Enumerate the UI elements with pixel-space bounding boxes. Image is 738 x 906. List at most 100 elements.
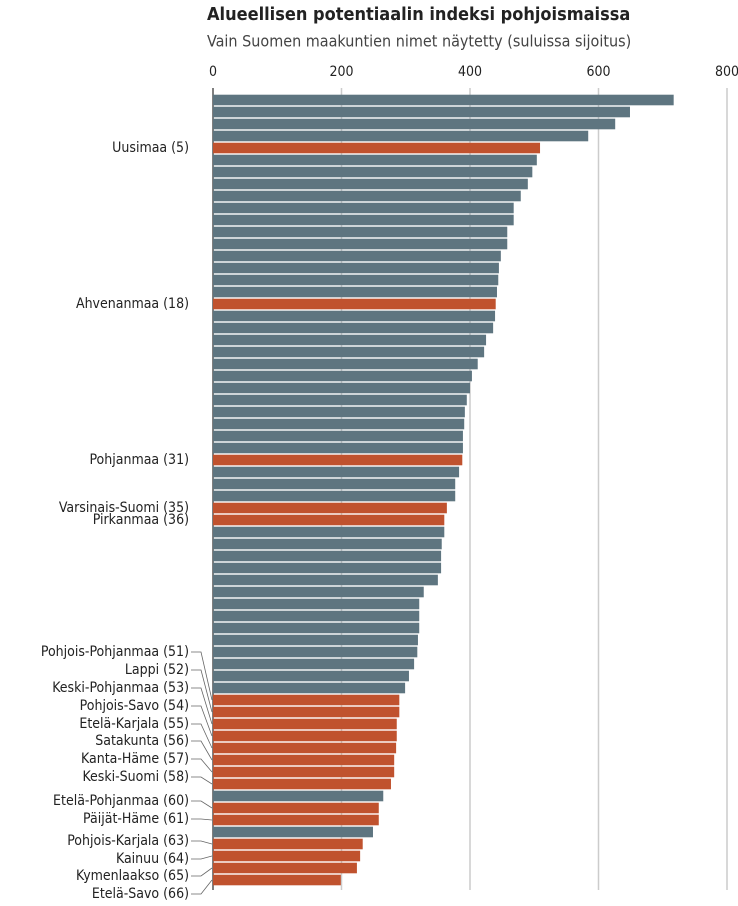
bar — [213, 598, 420, 610]
bar — [213, 658, 415, 670]
category-label: Ahvenanmaa (18) — [76, 296, 189, 312]
leader-line — [191, 776, 213, 785]
leader-line — [191, 740, 213, 761]
bar — [213, 538, 442, 550]
leader-line — [191, 705, 213, 737]
bar — [213, 790, 384, 802]
bar — [213, 250, 501, 262]
leader-line — [191, 723, 213, 749]
bar — [213, 502, 447, 514]
bar — [213, 826, 373, 838]
category-label: Kymenlaakso (65) — [76, 868, 189, 884]
bar — [213, 130, 589, 142]
chart-title: Alueellisen potentiaalin indeksi pohjois… — [207, 4, 630, 25]
bar — [213, 370, 472, 382]
bar — [213, 514, 445, 526]
bar — [213, 838, 363, 850]
bar — [213, 610, 420, 622]
bar — [213, 142, 541, 154]
category-label: Etelä-Karjala (55) — [79, 716, 189, 732]
x-tick-label: 800 — [715, 64, 738, 80]
category-label: Lappi (52) — [125, 662, 189, 678]
bar — [213, 418, 465, 430]
bar — [213, 730, 397, 742]
category-label: Päijät-Häme (61) — [83, 811, 189, 827]
leader-line — [191, 867, 213, 877]
bar — [213, 526, 445, 538]
bar — [213, 586, 424, 598]
bar — [213, 562, 442, 574]
bar — [213, 646, 418, 658]
bar — [213, 478, 456, 490]
bar — [213, 778, 391, 790]
bar — [213, 430, 463, 442]
bar — [213, 190, 521, 202]
category-label: Etelä-Pohjanmaa (60) — [53, 793, 189, 809]
bar — [213, 202, 514, 214]
bar — [213, 814, 379, 826]
bar — [213, 310, 496, 322]
bar — [213, 274, 499, 286]
category-label: Pohjois-Karjala (63) — [67, 833, 189, 849]
category-label: Uusimaa (5) — [112, 140, 189, 156]
bar — [213, 382, 470, 394]
bar — [213, 106, 630, 118]
bar — [213, 298, 496, 310]
bar — [213, 238, 508, 250]
bar — [213, 634, 418, 646]
bar — [213, 850, 361, 862]
x-tick-label: 0 — [209, 64, 217, 80]
bar — [213, 178, 528, 190]
bar — [213, 406, 465, 418]
leader-line — [191, 840, 213, 845]
leader-line — [191, 669, 213, 713]
category-label: Pohjanmaa (31) — [89, 452, 189, 468]
bar — [213, 322, 494, 334]
bar — [213, 874, 341, 886]
bar — [213, 166, 533, 178]
x-tick-label: 600 — [586, 64, 610, 80]
bar — [213, 802, 379, 814]
category-label: Keski-Pohjanmaa (53) — [52, 680, 189, 696]
bar — [213, 622, 420, 634]
category-label: Pohjois-Savo (54) — [80, 698, 189, 714]
bar — [213, 670, 409, 682]
category-label: Varsinais-Suomi (35) — [59, 500, 189, 516]
bar — [213, 706, 400, 718]
bar — [213, 358, 478, 370]
bar — [213, 718, 397, 730]
bar — [213, 394, 467, 406]
bar — [213, 442, 463, 454]
leader-line — [191, 818, 213, 821]
category-label: Keski-Suomi (58) — [82, 769, 189, 785]
bar — [213, 466, 460, 478]
bar — [213, 742, 397, 754]
leader-line — [191, 879, 213, 895]
bar — [213, 262, 499, 274]
leader-line — [191, 855, 213, 860]
bar — [213, 766, 395, 778]
category-label: Etelä-Savo (66) — [92, 886, 189, 902]
category-label: Kanta-Häme (57) — [81, 751, 189, 767]
bar — [213, 334, 487, 346]
bar — [213, 694, 400, 706]
leader-line — [191, 758, 213, 773]
bar — [213, 754, 395, 766]
bar — [213, 118, 616, 130]
leader-line — [191, 800, 213, 809]
bar — [213, 286, 497, 298]
bar — [213, 550, 442, 562]
bar — [213, 574, 438, 586]
chart-subtitle: Vain Suomen maakuntien nimet näytetty (s… — [207, 32, 631, 51]
category-label: Satakunta (56) — [95, 733, 189, 749]
x-tick-label: 400 — [458, 64, 482, 80]
bar — [213, 490, 456, 502]
bar — [213, 346, 485, 358]
bar — [213, 454, 463, 466]
category-label: Pohjois-Pohjanmaa (51) — [41, 644, 189, 660]
category-label: Kainuu (64) — [116, 851, 189, 867]
x-tick-label: 200 — [329, 64, 353, 80]
bar — [213, 226, 508, 238]
category-label: Pirkanmaa (36) — [93, 512, 189, 528]
